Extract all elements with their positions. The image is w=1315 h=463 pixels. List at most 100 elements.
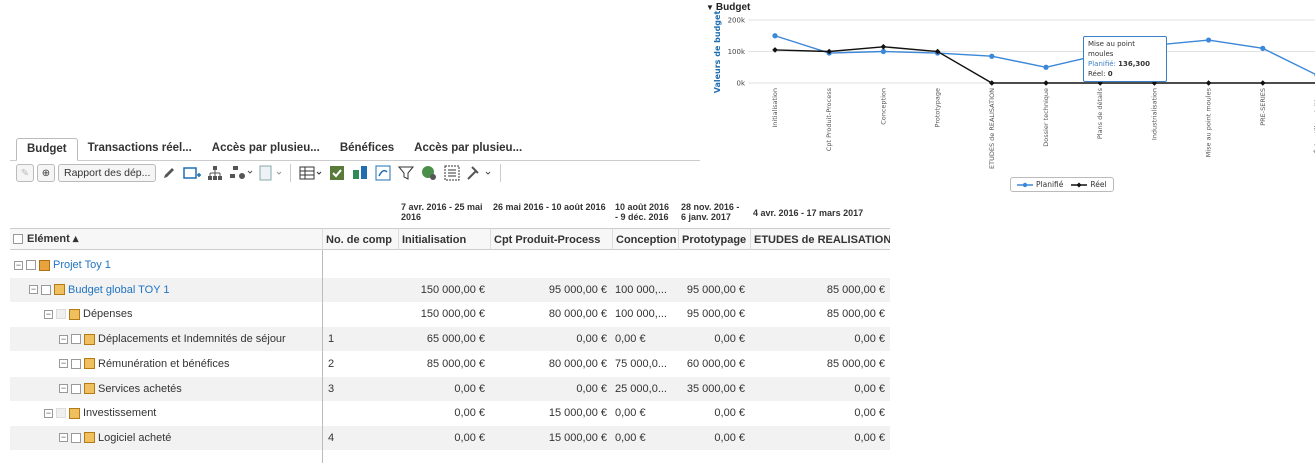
- collapse-toggle-icon[interactable]: −: [59, 333, 68, 344]
- table-row[interactable]: − Dépenses 150 000,00 € 80 000,00 € 100 000,…: [10, 302, 890, 326]
- hierarchy-icon[interactable]: [205, 163, 225, 183]
- collapse-toggle-icon[interactable]: −: [14, 259, 23, 270]
- value-cell: 0,00 €: [615, 407, 646, 420]
- tooltip-title: Mise au point moules: [1088, 40, 1135, 58]
- chart-tooltip: Mise au point moules Planifié: 136,300 R…: [1083, 36, 1167, 82]
- point-planned: [989, 53, 995, 59]
- tab-benefits[interactable]: Bénéfices: [339, 142, 395, 154]
- table-row[interactable]: − Déplacements et Indemnités de séjour 1 65…: [10, 327, 890, 352]
- globe-settings-icon[interactable]: [419, 163, 439, 183]
- row-checkbox[interactable]: [71, 432, 81, 443]
- column-header-element[interactable]: Elément ▴: [10, 228, 322, 250]
- add-column-icon[interactable]: [350, 163, 370, 183]
- element-name: Logiciel acheté: [98, 431, 172, 444]
- collapse-toggle-icon[interactable]: −: [44, 308, 53, 319]
- column-header-number[interactable]: No. de comp: [322, 228, 398, 250]
- legend-item-planned[interactable]: Planifié: [1017, 180, 1063, 189]
- collapse-toggle-icon[interactable]: −: [59, 383, 68, 393]
- grid-view-dropdown-icon[interactable]: [298, 163, 324, 183]
- point-real: [1205, 80, 1212, 86]
- tooltip-planned-value: 136,300: [1118, 60, 1151, 68]
- row-checkbox[interactable]: [26, 260, 36, 270]
- tab-access-2[interactable]: Accès par plusieu...: [414, 142, 523, 154]
- column-header-etudes[interactable]: ETUDES de REALISATION: [750, 228, 890, 250]
- collapse-toggle-icon[interactable]: −: [59, 358, 68, 369]
- collapse-toggle-icon[interactable]: −: [59, 432, 68, 443]
- y-tick-label: 100k: [728, 48, 746, 56]
- element-name[interactable]: Budget global TOY 1: [68, 283, 170, 296]
- row-checkbox[interactable]: [41, 284, 51, 295]
- y-tick-label: 0k: [736, 80, 745, 88]
- budget-section-title[interactable]: ▼ Budget: [706, 2, 751, 13]
- table-row[interactable]: − Budget global TOY 1 150 000,00 € 95 000,0…: [10, 277, 890, 302]
- point-planned: [772, 33, 778, 39]
- table-row[interactable]: − Investissement 0,00 € 15 000,00 € 0,00 € 0,…: [10, 401, 890, 425]
- point-planned: [1206, 37, 1212, 43]
- column-header-initialisation[interactable]: Initialisation: [398, 228, 490, 250]
- x-tick-label: Cpt Produit-Process: [825, 87, 833, 151]
- element-cell: − Investissement: [44, 401, 322, 425]
- expense-report-button[interactable]: Rapport des dép...: [58, 164, 157, 182]
- point-real: [1260, 80, 1266, 86]
- tab-transactions[interactable]: Transactions réel...: [87, 142, 192, 154]
- x-tick-label: Industrialisation: [1150, 88, 1158, 140]
- value-cell: 15 000,00 €: [548, 407, 607, 420]
- number-cell: 3: [328, 382, 335, 395]
- add-button[interactable]: ⊕: [37, 164, 55, 182]
- element-name[interactable]: Projet Toy 1: [53, 259, 111, 271]
- budget-item-icon: [84, 358, 95, 370]
- table-row[interactable]: − Projet Toy 1: [10, 253, 890, 277]
- hierarchy-settings-icon[interactable]: [228, 163, 254, 183]
- value-cell: 100 000,...: [615, 308, 667, 321]
- collapse-toggle-icon[interactable]: −: [29, 284, 38, 295]
- number-cell: [328, 253, 398, 277]
- number-cell: [328, 278, 398, 302]
- number-cell: 2: [328, 357, 335, 370]
- add-row-icon[interactable]: [182, 163, 202, 183]
- tools-dropdown-icon[interactable]: [465, 163, 493, 183]
- column-header-conception[interactable]: Conception: [612, 228, 678, 250]
- value-cell: [398, 253, 490, 277]
- tab-access-1[interactable]: Accès par plusieu...: [211, 142, 320, 154]
- toolbar: ✎ ⊕ Rapport des dép...: [10, 160, 706, 186]
- element-cell: − Logiciel acheté: [59, 426, 322, 450]
- tab-budget[interactable]: Budget: [16, 138, 78, 161]
- value-cell: 95 000,00 €: [548, 283, 607, 296]
- column-header-prototypage[interactable]: Prototypage: [678, 228, 750, 250]
- select-all-checkbox[interactable]: [13, 234, 23, 244]
- legend-line-planned-icon: [1017, 182, 1033, 187]
- point-real: [934, 48, 941, 55]
- row-checkbox[interactable]: [56, 309, 66, 320]
- filter-icon[interactable]: [396, 163, 416, 183]
- table-select-icon[interactable]: [442, 163, 462, 183]
- pencil-icon[interactable]: [159, 163, 179, 183]
- row-checkbox[interactable]: [71, 334, 81, 345]
- row-checkbox[interactable]: [71, 383, 81, 394]
- tooltip-planned-label: Planifié:: [1088, 60, 1116, 68]
- document-dropdown-icon[interactable]: [257, 163, 283, 183]
- legend-item-real[interactable]: Réel: [1071, 180, 1107, 189]
- table-row[interactable]: − Logiciel acheté 4 0,00 € 15 000,00 € 0,00 €…: [10, 425, 890, 450]
- collapse-toggle-icon[interactable]: −: [44, 407, 53, 418]
- budget-item-icon: [84, 383, 95, 394]
- value-cell: 150 000,00 €: [420, 308, 485, 321]
- refresh-icon[interactable]: [373, 163, 393, 183]
- row-checkbox[interactable]: [71, 358, 81, 369]
- number-cell: 4: [328, 431, 335, 444]
- value-cell: 0,00 €: [454, 431, 485, 444]
- value-cell: 0,00 €: [854, 407, 885, 420]
- collapse-triangle-icon[interactable]: ▼: [706, 3, 714, 12]
- edit-disabled-button[interactable]: ✎: [16, 164, 34, 182]
- check-list-icon[interactable]: [327, 163, 347, 183]
- chart-legend: Planifié Réel: [1010, 177, 1114, 192]
- row-checkbox[interactable]: [56, 408, 66, 419]
- column-header-cpt[interactable]: Cpt Produit-Process: [490, 228, 612, 250]
- budget-item-icon: [69, 308, 80, 320]
- x-tick-label: Prototypage: [934, 88, 942, 127]
- x-tick-label: Conception: [879, 88, 887, 125]
- table-row[interactable]: − Rémunération et bénéfices 2 85 000,00 € 80…: [10, 352, 890, 376]
- value-cell: 0,00 €: [714, 431, 745, 444]
- table-row[interactable]: − Services achetés 3 0,00 € 0,00 € 25 000,0..…: [10, 376, 890, 401]
- value-cell: 0,00 €: [854, 382, 885, 395]
- number-cell: 1: [328, 333, 335, 346]
